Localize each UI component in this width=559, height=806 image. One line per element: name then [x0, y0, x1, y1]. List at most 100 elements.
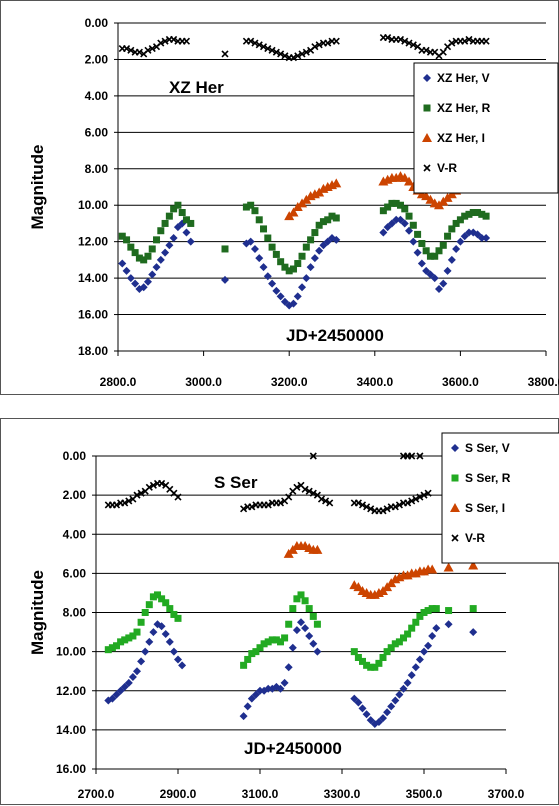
data-point: [430, 274, 439, 283]
data-point: [128, 673, 137, 682]
data-point: [297, 618, 305, 627]
legend-marker: [451, 534, 459, 542]
data-point: [427, 564, 438, 574]
data-point: [285, 620, 293, 628]
y-tick-label: 0.00: [63, 449, 87, 463]
data-point: [145, 637, 154, 646]
legend-box: [413, 62, 559, 194]
data-point: [435, 285, 443, 294]
data-point: [445, 607, 453, 615]
series-v-r: [118, 34, 490, 62]
data-point: [276, 292, 285, 301]
data-point: [301, 485, 309, 493]
data-point: [157, 622, 166, 631]
y-tick-label: 6.00: [85, 125, 109, 139]
data-point: [137, 657, 146, 666]
data-point: [468, 560, 479, 570]
data-point: [432, 605, 440, 613]
data-point: [256, 686, 264, 695]
data-point: [326, 499, 334, 507]
data-point: [408, 497, 416, 505]
data-point: [392, 199, 400, 207]
data-point: [448, 225, 456, 233]
data-point: [268, 279, 277, 288]
legend-label: S Ser, R: [465, 471, 511, 485]
data-point: [362, 710, 371, 719]
data-point: [309, 612, 317, 620]
data-point: [165, 241, 174, 250]
y-axis-label: Magnitude: [28, 145, 47, 230]
data-point: [431, 252, 439, 260]
data-point: [425, 194, 436, 204]
data-point: [240, 505, 248, 513]
data-point: [127, 243, 135, 251]
data-point: [391, 640, 399, 648]
data-point: [186, 237, 195, 246]
data-point: [149, 593, 157, 601]
data-point: [144, 46, 152, 54]
data-point: [358, 501, 367, 509]
data-point: [306, 263, 315, 272]
data-point: [284, 663, 293, 672]
data-point: [247, 37, 255, 45]
data-point: [405, 39, 413, 47]
data-point: [399, 172, 410, 182]
data-point: [154, 591, 161, 599]
data-point: [482, 37, 490, 45]
data-point: [448, 39, 456, 47]
data-point: [311, 43, 319, 51]
data-point: [272, 682, 281, 691]
data-point: [374, 718, 383, 727]
data-point: [141, 647, 150, 656]
data-point: [153, 236, 161, 244]
x-tick-label: 3000.0: [185, 375, 222, 389]
series-s-ser-r: [104, 591, 477, 671]
legend-label: S Ser, V: [465, 441, 510, 455]
data-point: [264, 234, 272, 242]
data-point: [272, 286, 281, 295]
data-point: [131, 249, 139, 257]
data-point: [388, 199, 396, 207]
data-point: [156, 255, 165, 264]
data-point: [277, 258, 285, 266]
data-point: [169, 647, 178, 656]
legend: S Ser, V S Ser, R S Ser, I V-R: [441, 432, 559, 564]
series-xz-her-v: [118, 215, 491, 310]
data-point: [422, 46, 430, 54]
data-point: [137, 489, 145, 497]
legend-label: XZ Her, R: [437, 101, 491, 115]
data-point: [174, 493, 182, 501]
data-point: [420, 609, 428, 616]
data-point: [133, 491, 141, 499]
data-point: [400, 634, 407, 642]
x-tick-label: 3500.0: [406, 787, 443, 801]
data-point: [313, 647, 322, 656]
data-point: [221, 275, 229, 284]
y-tick-label: 14.00: [78, 271, 108, 285]
data-point: [420, 491, 428, 499]
s-ser-scatter-chart: 0.00 2.00 4.00 6.00 8.00 10.00 12.00 14.00 16.00…: [28, 432, 559, 801]
data-point: [221, 50, 229, 58]
data-point: [384, 203, 392, 211]
data-point: [363, 661, 371, 669]
data-point: [412, 495, 420, 503]
data-point: [281, 263, 289, 271]
data-point: [432, 624, 441, 633]
data-point: [309, 639, 318, 648]
data-point: [182, 37, 191, 45]
x-tick-label: 3800.0: [528, 375, 559, 389]
data-point: [305, 631, 314, 640]
data-point: [297, 591, 305, 599]
data-point: [332, 235, 341, 244]
legend-box: [441, 432, 559, 564]
data-point: [148, 270, 157, 279]
data-point: [416, 493, 424, 501]
data-point: [395, 501, 403, 509]
data-point: [288, 207, 299, 217]
data-point: [298, 50, 306, 58]
data-point: [474, 209, 482, 217]
y-tick-label: 14.00: [56, 723, 86, 737]
series-v-r: [104, 452, 432, 515]
data-point: [353, 582, 364, 592]
data-point: [289, 299, 298, 308]
